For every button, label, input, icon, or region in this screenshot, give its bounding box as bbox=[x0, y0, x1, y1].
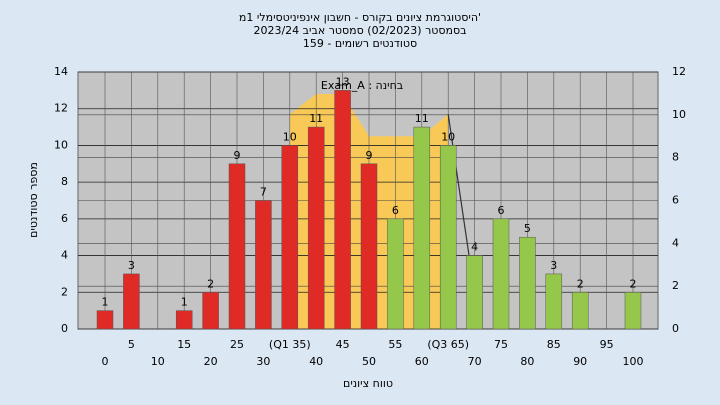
bar bbox=[439, 145, 457, 330]
data-label: 2 bbox=[207, 277, 214, 290]
data-label: 6 bbox=[392, 204, 399, 217]
y2-tick-label: 2 bbox=[672, 279, 679, 292]
y-tick-label: 0 bbox=[61, 322, 68, 335]
chart-subtitle: בסמסטר (02/2023) סמסטר אביב 2023/24 bbox=[253, 24, 466, 37]
data-label: 1 bbox=[181, 296, 188, 309]
x-tick-label: 80 bbox=[520, 355, 534, 368]
data-label: 2 bbox=[577, 277, 584, 290]
data-label: 13 bbox=[336, 75, 350, 88]
bar bbox=[334, 90, 351, 330]
y2-tick-label: 4 bbox=[672, 236, 679, 249]
chart-title: היסטוגרמת ציונים בקורס - חשבון אינפיניטס… bbox=[239, 11, 481, 24]
bar bbox=[545, 273, 563, 330]
x-tick-label: 30 bbox=[256, 355, 270, 368]
x-tick-label: 60 bbox=[415, 355, 429, 368]
bar bbox=[202, 292, 219, 330]
y-tick-label: 8 bbox=[61, 175, 68, 188]
y2-tick-label: 8 bbox=[672, 151, 679, 164]
x-tick-label: 5 bbox=[128, 338, 135, 351]
bar bbox=[255, 200, 272, 330]
y2-tick-label: 6 bbox=[672, 194, 679, 207]
y-axis-label: מספר סטודנטים bbox=[27, 162, 40, 238]
data-label: 5 bbox=[524, 222, 531, 235]
data-label: 6 bbox=[498, 204, 505, 217]
data-label: 4 bbox=[471, 241, 478, 254]
x-tick-label: (Q1 35) bbox=[269, 338, 311, 351]
bar bbox=[387, 218, 404, 330]
bar bbox=[281, 145, 299, 330]
data-label: 10 bbox=[283, 130, 297, 143]
y-tick-label: 14 bbox=[54, 65, 68, 78]
bar bbox=[413, 126, 431, 330]
y2-tick-label: 12 bbox=[672, 65, 686, 78]
bar bbox=[123, 273, 140, 330]
x-tick-label: 100 bbox=[623, 355, 644, 368]
overlay-line bbox=[447, 114, 470, 258]
data-label: 1 bbox=[102, 296, 109, 309]
y-tick-label: 10 bbox=[54, 138, 68, 151]
y-tick-label: 2 bbox=[61, 285, 68, 298]
x-tick-label: 95 bbox=[600, 338, 614, 351]
bar bbox=[175, 310, 193, 330]
data-label: 9 bbox=[366, 149, 373, 162]
data-label: 3 bbox=[550, 259, 557, 272]
bar bbox=[571, 292, 589, 330]
bar bbox=[519, 236, 536, 330]
data-label: 7 bbox=[260, 186, 267, 199]
bar bbox=[492, 218, 510, 330]
x-tick-label: 20 bbox=[204, 355, 218, 368]
bar bbox=[96, 310, 114, 330]
y-tick-label: 12 bbox=[54, 102, 68, 115]
x-tick-label: (Q3 65) bbox=[427, 338, 469, 351]
x-tick-label: 40 bbox=[309, 355, 323, 368]
data-label: 9 bbox=[234, 149, 241, 162]
data-label: 11 bbox=[309, 112, 323, 125]
bar bbox=[624, 292, 642, 330]
data-label: 3 bbox=[128, 259, 135, 272]
annotation: Exam_A : בחינה bbox=[321, 79, 403, 92]
x-tick-label: 55 bbox=[388, 338, 402, 351]
x-tick-label: 70 bbox=[468, 355, 482, 368]
x-tick-label: 75 bbox=[494, 338, 508, 351]
data-label: 10 bbox=[441, 130, 455, 143]
x-tick-label: 10 bbox=[151, 355, 165, 368]
x-tick-label: 25 bbox=[230, 338, 244, 351]
x-axis-label: טווח ציונים bbox=[343, 377, 393, 390]
x-tick-label: 90 bbox=[573, 355, 587, 368]
chart-subtitle: סטודנטים רשומים - 159 bbox=[303, 37, 417, 50]
y-tick-label: 4 bbox=[61, 249, 68, 262]
bar bbox=[228, 163, 246, 330]
x-tick-label: 50 bbox=[362, 355, 376, 368]
x-tick-label: 15 bbox=[177, 338, 191, 351]
y2-tick-label: 0 bbox=[672, 322, 679, 335]
y-tick-label: 6 bbox=[61, 212, 68, 225]
data-label: 11 bbox=[415, 112, 429, 125]
x-tick-label: 85 bbox=[547, 338, 561, 351]
bar bbox=[307, 126, 325, 330]
y2-tick-label: 10 bbox=[672, 108, 686, 121]
x-tick-label: 45 bbox=[336, 338, 350, 351]
bar bbox=[360, 163, 378, 330]
bar bbox=[466, 255, 483, 330]
x-tick-label: 0 bbox=[102, 355, 109, 368]
data-label: 2 bbox=[630, 277, 637, 290]
